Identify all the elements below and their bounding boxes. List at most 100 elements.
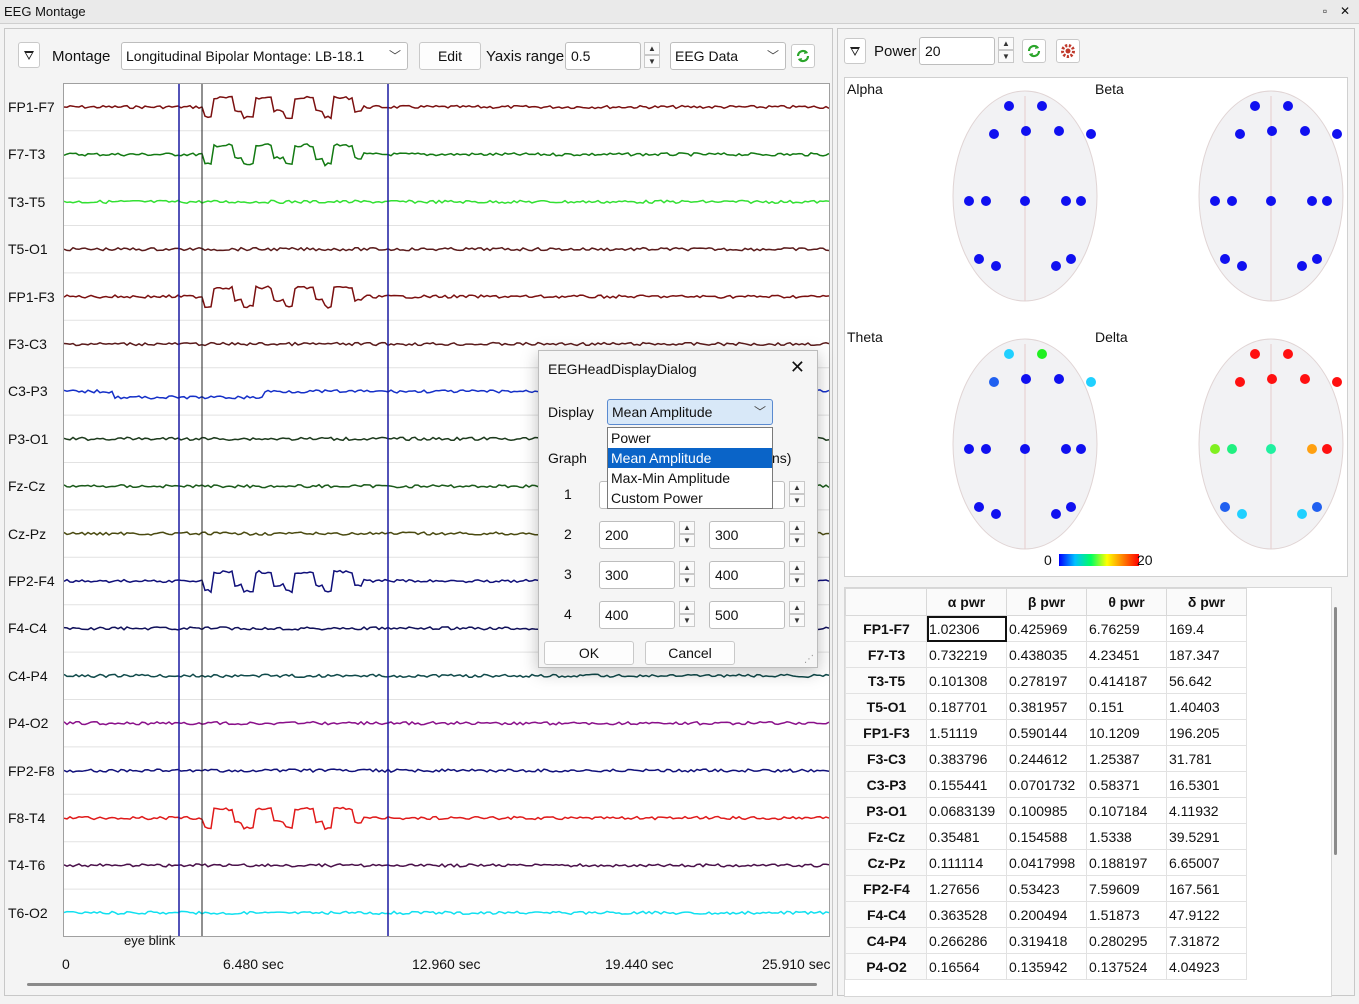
graph-to-stepper[interactable]: ▲ ▼ (789, 561, 805, 587)
graph-to-stepper[interactable]: ▲ ▼ (789, 481, 805, 507)
table-row[interactable]: P3-O1 0.0683139 0.100985 0.107184 4.11932 (845, 797, 1247, 824)
table-row[interactable]: F4-C4 0.363528 0.200494 1.51873 47.9122 (845, 901, 1247, 928)
table-cell[interactable]: 1.40403 (1166, 693, 1247, 720)
graph-from-stepper[interactable]: ▲▼ (679, 601, 695, 627)
table-cell[interactable]: 0.414187 (1086, 667, 1167, 694)
row-header[interactable]: FP1-F3 (845, 719, 927, 746)
table-cell[interactable]: 47.9122 (1166, 901, 1247, 928)
table-cell[interactable]: 0.188197 (1086, 849, 1167, 876)
graph-from-stepper[interactable]: ▲▼ (679, 561, 695, 587)
table-cell[interactable]: 4.23451 (1086, 641, 1167, 668)
collapse-toggle-icon[interactable] (844, 38, 866, 64)
cancel-button[interactable]: Cancel (645, 641, 735, 665)
row-header[interactable]: T5-O1 (845, 693, 927, 720)
table-row[interactable]: P4-O2 0.16564 0.135942 0.137524 4.04923 (845, 953, 1247, 980)
table-cell[interactable]: 0.0683139 (926, 797, 1007, 824)
table-cell[interactable]: 0.266286 (926, 927, 1007, 954)
table-cell[interactable]: 1.51873 (1086, 901, 1167, 928)
row-header[interactable]: Cz-Pz (845, 849, 927, 876)
table-cell[interactable]: 0.137524 (1086, 953, 1167, 980)
table-cell[interactable]: 56.642 (1166, 667, 1247, 694)
table-cell[interactable]: 39.5291 (1166, 823, 1247, 850)
table-cell[interactable]: 1.02306 (926, 615, 1007, 642)
table-cell[interactable]: 0.278197 (1006, 667, 1087, 694)
table-cell[interactable]: 4.04923 (1166, 953, 1247, 980)
table-cell[interactable]: 0.200494 (1006, 901, 1087, 928)
edit-button[interactable]: Edit (419, 42, 481, 70)
graph-from-input[interactable]: 300 (599, 561, 675, 589)
graph-to-input[interactable]: 400 (709, 561, 785, 589)
table-cell[interactable]: 0.155441 (926, 771, 1007, 798)
data-source-select[interactable]: EEG Data ﹀ (670, 42, 786, 70)
table-cell[interactable]: 0.100985 (1006, 797, 1087, 824)
table-row[interactable]: T3-T5 0.101308 0.278197 0.414187 56.642 (845, 667, 1247, 694)
table-cell[interactable]: 16.5301 (1166, 771, 1247, 798)
col-header-delta[interactable]: δ pwr (1166, 588, 1247, 616)
horizontal-scrollbar[interactable] (27, 983, 817, 986)
table-row[interactable]: Fz-Cz 0.35481 0.154588 1.5338 39.5291 (845, 823, 1247, 850)
table-cell[interactable]: 0.381957 (1006, 693, 1087, 720)
table-cell[interactable]: 0.425969 (1006, 615, 1087, 642)
table-cell[interactable]: 1.51119 (926, 719, 1007, 746)
table-cell[interactable]: 1.25387 (1086, 745, 1167, 772)
row-header[interactable]: P3-O1 (845, 797, 927, 824)
display-dropdown-list[interactable]: Power Mean Amplitude Max-Min Amplitude C… (607, 427, 773, 509)
row-header[interactable]: F7-T3 (845, 641, 927, 668)
table-row[interactable]: FP2-F4 1.27656 0.53423 7.59609 167.561 (845, 875, 1247, 902)
band-power-table[interactable]: α pwr β pwr θ pwr δ pwr FP1-F7 1.02306 0.4… (844, 587, 1332, 997)
yaxis-range-input[interactable]: 0.5 (565, 42, 641, 70)
settings-gear-icon[interactable] (1056, 39, 1080, 63)
graph-to-stepper[interactable]: ▲ ▼ (789, 601, 805, 627)
resize-grip-icon[interactable]: ⋰ (804, 654, 814, 665)
row-header[interactable]: F3-C3 (845, 745, 927, 772)
refresh-icon[interactable] (1022, 39, 1046, 63)
table-cell[interactable]: 0.280295 (1086, 927, 1167, 954)
row-header[interactable]: FP1-F7 (845, 615, 927, 642)
row-header[interactable]: F4-C4 (845, 901, 927, 928)
table-cell[interactable]: 0.35481 (926, 823, 1007, 850)
ok-button[interactable]: OK (544, 641, 634, 665)
power-stepper[interactable]: ▲ ▼ (998, 37, 1014, 63)
row-header[interactable]: FP2-F4 (845, 875, 927, 902)
table-cell[interactable]: 0.383796 (926, 745, 1007, 772)
table-cell[interactable]: 6.65007 (1166, 849, 1247, 876)
table-cell[interactable]: 0.438035 (1006, 641, 1087, 668)
table-row[interactable]: Cz-Pz 0.111114 0.0417998 0.188197 6.65007 (845, 849, 1247, 876)
table-row[interactable]: F7-T3 0.732219 0.438035 4.23451 187.347 (845, 641, 1247, 668)
table-cell[interactable]: 196.205 (1166, 719, 1247, 746)
table-cell[interactable]: 10.1209 (1086, 719, 1167, 746)
table-cell[interactable]: 0.151 (1086, 693, 1167, 720)
table-cell[interactable]: 4.11932 (1166, 797, 1247, 824)
table-row[interactable]: T5-O1 0.187701 0.381957 0.151 1.40403 (845, 693, 1247, 720)
graph-from-input[interactable]: 400 (599, 601, 675, 629)
table-row[interactable]: C4-P4 0.266286 0.319418 0.280295 7.31872 (845, 927, 1247, 954)
option-mean-amplitude[interactable]: Mean Amplitude (608, 448, 772, 468)
table-cell[interactable]: 0.101308 (926, 667, 1007, 694)
graph-to-input[interactable]: 300 (709, 521, 785, 549)
table-cell[interactable]: 0.58371 (1086, 771, 1167, 798)
graph-from-stepper[interactable]: ▲▼ (679, 521, 695, 547)
row-header[interactable]: Fz-Cz (845, 823, 927, 850)
option-power[interactable]: Power (611, 430, 651, 446)
table-cell[interactable]: 0.590144 (1006, 719, 1087, 746)
graph-to-input[interactable]: 500 (709, 601, 785, 629)
table-cell[interactable]: 167.561 (1166, 875, 1247, 902)
table-row[interactable]: F3-C3 0.383796 0.244612 1.25387 31.781 (845, 745, 1247, 772)
display-select[interactable]: Mean Amplitude ﹀ (607, 399, 773, 425)
table-cell[interactable]: 1.27656 (926, 875, 1007, 902)
col-header-beta[interactable]: β pwr (1006, 588, 1087, 616)
table-cell[interactable]: 0.107184 (1086, 797, 1167, 824)
table-cell[interactable]: 0.111114 (926, 849, 1007, 876)
row-header[interactable]: C3-P3 (845, 771, 927, 798)
table-cell[interactable]: 187.347 (1166, 641, 1247, 668)
table-row[interactable]: C3-P3 0.155441 0.0701732 0.58371 16.5301 (845, 771, 1247, 798)
table-cell[interactable]: 0.732219 (926, 641, 1007, 668)
table-cell[interactable]: 0.16564 (926, 953, 1007, 980)
table-cell[interactable]: 0.53423 (1006, 875, 1087, 902)
col-header-alpha[interactable]: α pwr (926, 588, 1007, 616)
table-cell[interactable]: 31.781 (1166, 745, 1247, 772)
row-header[interactable]: T3-T5 (845, 667, 927, 694)
table-cell[interactable]: 7.31872 (1166, 927, 1247, 954)
table-cell[interactable]: 0.319418 (1006, 927, 1087, 954)
table-row[interactable]: FP1-F7 1.02306 0.425969 6.76259 169.4 (845, 615, 1247, 642)
